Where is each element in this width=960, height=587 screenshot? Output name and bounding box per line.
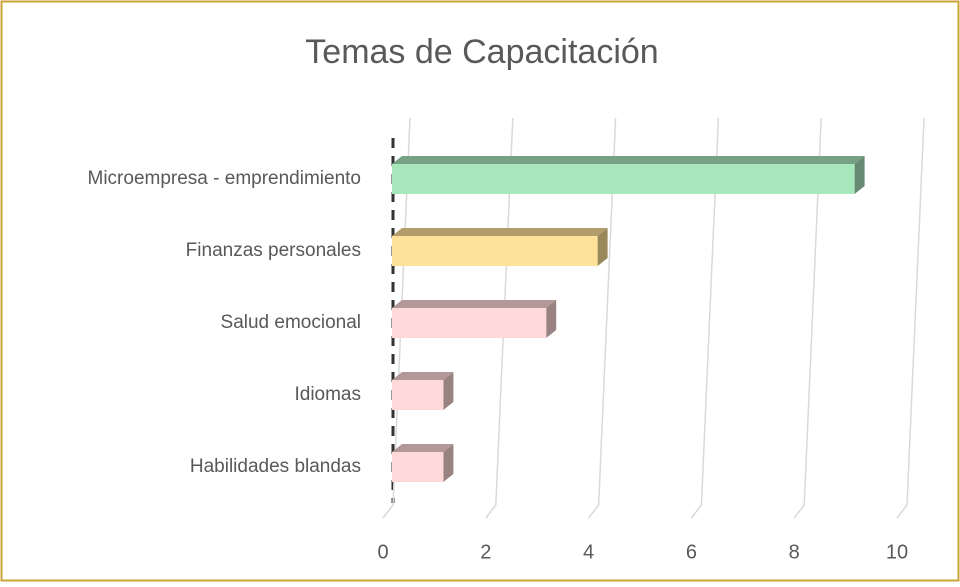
bar-front-face — [392, 452, 444, 482]
bar-side-face — [854, 156, 865, 194]
grid-line — [896, 117, 925, 519]
bar-top-face — [392, 300, 557, 308]
grid-line — [588, 117, 617, 519]
bar-top-face — [392, 372, 454, 380]
bar-side-face — [443, 372, 454, 410]
y-tick-label: Finanzas personales — [186, 240, 361, 261]
grid-line — [690, 117, 720, 519]
y-tick-label: Microempresa - emprendimiento — [88, 168, 362, 189]
bar — [392, 444, 454, 482]
bar-side-face — [443, 444, 454, 482]
bar-front-face — [392, 164, 855, 194]
bar-front-face — [392, 308, 547, 338]
y-tick-label: Idiomas — [294, 384, 361, 405]
bar-top-face — [392, 444, 454, 452]
bar — [392, 372, 454, 410]
bar-side-face — [546, 300, 557, 338]
x-tick-label: 2 — [480, 541, 491, 563]
bar-side-face — [597, 228, 608, 266]
bar-front-face — [392, 380, 444, 410]
bar — [392, 300, 557, 338]
x-tick-label: 4 — [583, 541, 594, 563]
y-tick-label: Habilidades blandas — [190, 456, 361, 477]
x-tick-label: 0 — [377, 541, 388, 563]
bar-front-face — [392, 236, 598, 266]
bar-top-face — [392, 156, 865, 164]
x-tick-label: 8 — [789, 541, 800, 563]
bar — [392, 156, 865, 194]
y-tick-label: Salud emocional — [221, 312, 361, 333]
x-tick-label: 10 — [886, 541, 908, 563]
chart-title: Temas de Capacitación — [305, 33, 658, 71]
bar — [392, 228, 608, 266]
grid-line — [793, 117, 822, 519]
x-tick-label: 6 — [686, 541, 697, 563]
bar-top-face — [392, 228, 608, 236]
